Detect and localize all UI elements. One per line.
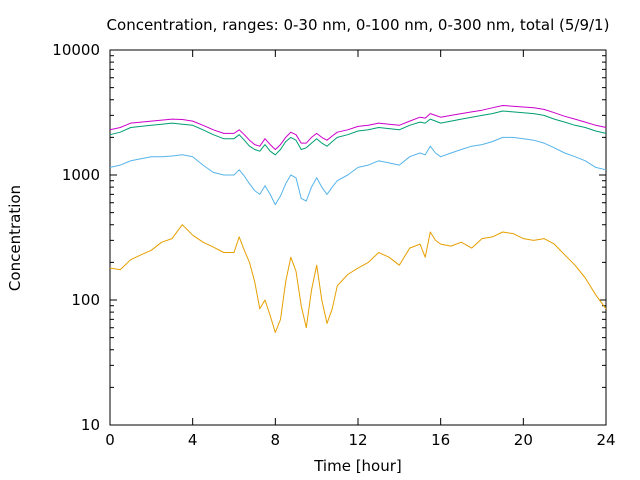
series-line-4 (109, 105, 607, 150)
y-tick-label: 1000 (62, 166, 100, 184)
y-tick-label: 10 (81, 416, 100, 434)
chart-title: Concentration, ranges: 0-30 nm, 0-100 nm… (107, 16, 610, 34)
y-tick-label: 100 (71, 291, 100, 309)
x-axis-label: Time [hour] (313, 457, 402, 475)
x-tick-label: 4 (188, 431, 198, 449)
y-axis-label: Concentration (6, 185, 24, 291)
y-tick-label: 10000 (52, 41, 100, 59)
x-tick-label: 20 (514, 431, 533, 449)
x-tick-label: 12 (348, 431, 367, 449)
plot-frame (109, 49, 607, 426)
axis-ticks: 0 4 8 12 16 20 24 10 100 1000 10000 (52, 41, 615, 449)
x-tick-label: 24 (596, 431, 615, 449)
series-layer (109, 105, 607, 333)
series-line-1 (109, 224, 607, 333)
x-tick-label: 0 (105, 431, 115, 449)
series-line-3 (109, 110, 607, 156)
series-line-2 (109, 136, 607, 206)
x-tick-label: 8 (271, 431, 281, 449)
x-tick-label: 16 (431, 431, 450, 449)
